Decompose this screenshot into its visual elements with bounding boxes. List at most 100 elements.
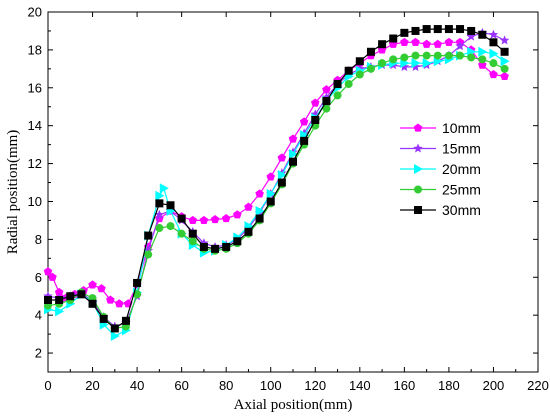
data-point — [344, 80, 353, 88]
data-point — [322, 97, 331, 106]
legend-label: 25mm — [442, 182, 481, 198]
data-point — [422, 25, 431, 34]
data-point — [366, 64, 375, 73]
data-point — [211, 244, 220, 253]
data-point — [456, 51, 465, 60]
x-tick-label: 20 — [85, 378, 99, 393]
data-point — [355, 57, 364, 66]
data-point — [199, 242, 208, 251]
data-point — [66, 292, 75, 301]
data-point — [310, 98, 320, 107]
data-point — [478, 30, 487, 39]
data-point — [389, 55, 398, 64]
series-line — [47, 41, 505, 305]
data-point — [233, 210, 242, 219]
data-point — [277, 178, 286, 187]
data-point — [88, 299, 97, 308]
data-point — [222, 242, 231, 251]
data-point — [411, 26, 420, 35]
data-point — [322, 104, 331, 113]
data-point — [166, 222, 175, 231]
data-point — [177, 229, 186, 238]
data-point — [478, 46, 488, 57]
legend-marker — [414, 206, 422, 214]
y-tick-label: 4 — [35, 308, 42, 323]
x-axis-title: Axial position(mm) — [234, 397, 353, 413]
data-point — [166, 201, 175, 210]
data-point — [277, 169, 287, 180]
axis-ticks: 0 20 40 60 80 100 120 140 160 180 200 220 2 4 6 8 10 12 14… — [28, 5, 549, 394]
legend-label: 10mm — [442, 120, 481, 136]
data-point — [188, 215, 198, 225]
data-point — [378, 59, 387, 68]
data-point — [110, 324, 119, 333]
data-point — [88, 280, 97, 289]
series-30mm — [44, 25, 509, 333]
data-point — [444, 51, 453, 60]
data-point — [500, 71, 509, 81]
legend-marker — [414, 164, 423, 174]
data-point — [422, 58, 432, 69]
data-point — [154, 209, 165, 219]
data-point — [399, 61, 410, 71]
data-series — [43, 25, 510, 341]
y-tick-label: 10 — [28, 194, 42, 209]
y-tick-label: 8 — [35, 232, 42, 247]
data-point — [311, 116, 320, 124]
data-point — [299, 117, 309, 126]
data-point — [44, 296, 52, 304]
data-point — [456, 25, 465, 34]
data-point — [144, 250, 153, 259]
data-point — [411, 51, 420, 60]
data-point — [411, 58, 421, 69]
x-tick-label: 80 — [219, 378, 233, 393]
data-point — [255, 205, 265, 216]
data-point — [411, 37, 420, 46]
x-tick-label: 160 — [394, 378, 416, 393]
data-point — [110, 331, 120, 341]
data-point — [210, 214, 220, 224]
data-point — [244, 227, 253, 236]
data-point — [121, 316, 130, 325]
data-point — [43, 267, 53, 276]
data-point — [155, 224, 164, 232]
data-point — [106, 295, 115, 304]
legend-marker — [413, 143, 423, 153]
y-axis-title: Radial position(mm) — [5, 130, 21, 255]
data-point — [144, 231, 153, 240]
x-tick-label: 220 — [527, 378, 549, 393]
series-15mm — [43, 27, 510, 331]
data-point — [289, 157, 297, 166]
data-point — [500, 47, 509, 56]
data-point — [54, 287, 64, 297]
x-tick-label: 0 — [44, 378, 51, 393]
legend-marker — [413, 123, 423, 132]
data-point — [188, 229, 197, 238]
y-tick-label: 16 — [28, 80, 42, 95]
data-point — [467, 26, 476, 35]
data-point — [133, 278, 142, 287]
data-point — [478, 55, 487, 64]
data-point — [488, 29, 499, 39]
data-point — [378, 40, 387, 49]
data-point — [400, 37, 409, 46]
y-tick-label: 14 — [28, 118, 42, 133]
data-point — [455, 41, 465, 51]
data-point — [266, 197, 275, 206]
data-point — [489, 38, 498, 47]
y-tick-label: 12 — [28, 156, 42, 171]
y-tick-label: 18 — [28, 42, 42, 57]
data-point — [188, 237, 197, 246]
data-point — [288, 134, 298, 143]
data-point — [333, 80, 342, 88]
data-point — [97, 284, 106, 293]
x-tick-label: 40 — [130, 378, 144, 393]
y-tick-label: 2 — [35, 346, 42, 361]
data-point — [422, 51, 431, 60]
data-point — [400, 53, 409, 62]
data-point — [433, 25, 442, 34]
x-tick-label: 200 — [483, 378, 505, 393]
data-point — [266, 172, 276, 181]
x-tick-label: 60 — [174, 378, 188, 393]
data-point — [77, 290, 86, 299]
